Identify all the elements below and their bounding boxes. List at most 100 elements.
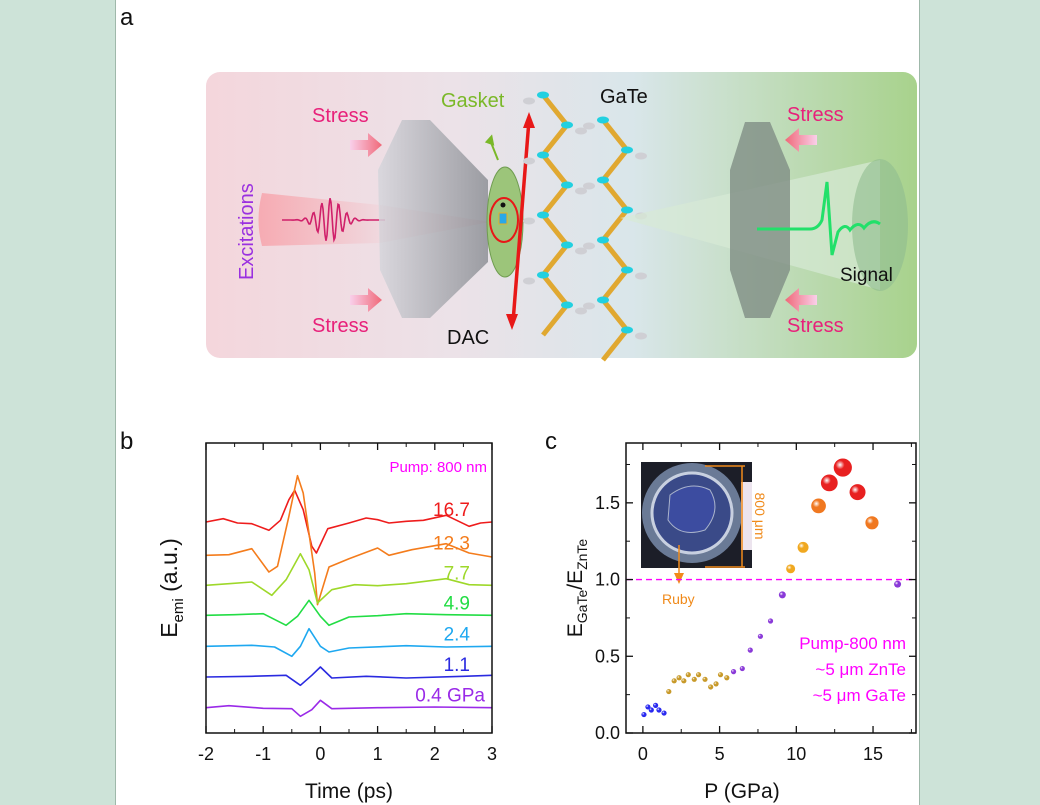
y-label-main: E	[564, 623, 587, 637]
data-point	[695, 672, 702, 678]
gasket-arrowhead	[484, 134, 495, 146]
y-tick-label: 1.0	[595, 570, 620, 590]
laser-pulse-icon	[282, 198, 385, 243]
te-atom	[575, 187, 587, 195]
data-point	[767, 618, 774, 624]
data-point	[702, 676, 708, 682]
te-atom	[523, 97, 535, 105]
data-point	[894, 580, 902, 588]
panel-c-letter: c	[545, 428, 557, 455]
stress-arrow-bottom-left	[350, 288, 382, 312]
y-label-sub-gate: GaTe	[574, 590, 590, 624]
series-line-1.1	[205, 666, 493, 687]
ga-atom	[597, 116, 609, 124]
series-line-2.4	[205, 627, 493, 658]
series-label-1.1: 1.1	[444, 655, 470, 676]
bond	[601, 238, 629, 272]
excitations-label: Excitations	[236, 183, 258, 280]
y-tick-label: 0.5	[595, 646, 620, 666]
right-diamond-anvil	[730, 122, 790, 318]
data-point	[685, 672, 691, 678]
series-label-7.7: 7.7	[444, 563, 470, 584]
data-point	[724, 675, 730, 681]
stress-label-bottom-left: Stress	[312, 315, 369, 337]
x-tick-label: 0	[638, 744, 648, 764]
bond	[541, 123, 569, 157]
series-label-2.4: 2.4	[444, 624, 471, 645]
te-atom	[635, 272, 647, 280]
ga-atom	[561, 121, 573, 129]
data-point	[820, 474, 838, 492]
bond	[541, 243, 569, 277]
bond	[541, 303, 569, 337]
detector-ellipse	[852, 159, 908, 291]
series-label-16.7: 16.7	[433, 500, 470, 521]
y-label-mid: /E	[564, 570, 587, 590]
te-atom	[583, 182, 595, 190]
ga-atom	[621, 326, 633, 334]
data-point	[641, 711, 647, 718]
bond	[601, 268, 629, 302]
stress-arrow-top-right	[785, 128, 817, 152]
te-atom	[575, 307, 587, 315]
data-point	[656, 707, 662, 713]
bond	[541, 183, 569, 217]
data-point	[666, 688, 672, 695]
thz-signal-waveform	[757, 181, 881, 256]
stress-arrow-bottom-right	[785, 288, 817, 312]
data-point	[717, 672, 724, 678]
series-line-0.4	[205, 699, 493, 718]
ga-atom	[621, 266, 633, 274]
stress-label-top-right: Stress	[787, 104, 844, 126]
te-atom	[635, 152, 647, 160]
stress-arrow-top-left	[350, 133, 382, 157]
x-tick-label: -1	[255, 744, 271, 764]
te-atom	[523, 217, 535, 225]
signal-label: Signal	[840, 265, 893, 286]
ga-atom	[537, 211, 549, 219]
data-point	[849, 484, 866, 501]
ga-atom	[561, 181, 573, 189]
data-point	[676, 675, 682, 681]
dac-label: DAC	[447, 327, 489, 349]
gate-crystal-structure	[523, 91, 647, 362]
annotation-gate: ~5 μm GaTe	[813, 686, 906, 705]
bond	[601, 328, 629, 362]
te-atom	[635, 332, 647, 340]
y-label-sub-znte: ZnTe	[574, 539, 590, 570]
polarization-arrow	[511, 119, 531, 323]
x-tick-label: -2	[198, 744, 214, 764]
panel-a-letter: a	[120, 4, 134, 31]
ga-atom	[597, 296, 609, 304]
ga-atom	[621, 146, 633, 154]
sample-flake	[667, 485, 716, 533]
y-tick-label: 1.5	[595, 493, 620, 513]
ruby-dot	[500, 202, 506, 208]
stress-label-top-left: Stress	[312, 105, 369, 127]
left-diamond-anvil	[378, 120, 488, 318]
series-label-0.4: 0.4 GPa	[415, 686, 485, 707]
ga-atom	[597, 176, 609, 184]
panel-b-letter: b	[120, 428, 134, 455]
ga-atom	[561, 241, 573, 249]
ruby-arrowhead	[674, 573, 684, 584]
scale-label: 800 μm	[752, 493, 768, 540]
data-point	[691, 676, 697, 682]
polarization-arrowhead-bottom	[506, 314, 518, 330]
stress-label-bottom-right: Stress	[787, 315, 844, 337]
te-atom	[583, 122, 595, 130]
data-point	[778, 591, 786, 599]
data-point	[653, 702, 659, 708]
panel-c-chart: 800 μm Ruby 0 5 10 15 0.0 0.5 1.0 1.5 Pump-800 …	[564, 442, 917, 803]
gate-label: GaTe	[600, 86, 648, 108]
series-label-4.9: 4.9	[444, 593, 470, 614]
data-point	[811, 498, 826, 514]
series-label-12.3: 12.3	[433, 533, 470, 554]
ruby-label: Ruby	[662, 591, 695, 607]
te-atom	[583, 242, 595, 250]
y-tick-label: 0.0	[595, 723, 620, 743]
x-tick-label: 5	[715, 744, 725, 764]
series-line-12.3	[205, 474, 493, 606]
data-point	[797, 541, 809, 553]
ga-atom	[621, 206, 633, 214]
